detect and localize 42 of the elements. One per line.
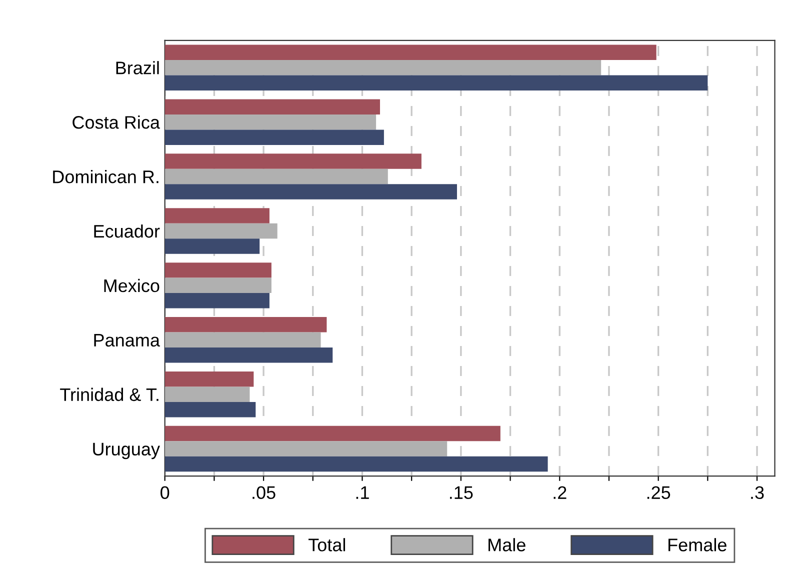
bar (164, 426, 500, 442)
y-tick-label: Ecuador (94, 224, 160, 238)
x-tick-label: .2 (554, 486, 566, 499)
y-tick-label: Brazil (116, 61, 159, 74)
bar (164, 402, 256, 418)
bar (164, 386, 250, 402)
bar (164, 441, 448, 456)
x-tick-label: .15 (450, 486, 473, 500)
bar (164, 44, 656, 60)
legend-label: Male (488, 538, 526, 552)
y-tick-label: Trinidad & T. (60, 388, 158, 402)
y-tick-label: Panama (94, 334, 160, 347)
bar (164, 184, 457, 200)
x-tick-label: .05 (252, 486, 276, 500)
bar (164, 278, 272, 294)
bar (164, 114, 376, 130)
bar (164, 317, 327, 332)
x-tick-label: .25 (647, 486, 670, 500)
bar (164, 75, 708, 90)
bar (164, 262, 272, 278)
legend-label: Total (308, 538, 346, 552)
bar (164, 238, 260, 254)
bar (164, 154, 422, 169)
y-tick-label: Mexico (104, 278, 160, 292)
bar (164, 348, 333, 363)
bar (164, 371, 254, 387)
bar (164, 208, 270, 224)
bar (164, 60, 602, 76)
x-tick-label: .1 (356, 486, 369, 499)
x-tick-label: 0 (160, 486, 170, 500)
y-tick-label: Costa Rica (72, 116, 160, 129)
y-tick-label: Uruguay (93, 442, 160, 460)
bar (164, 332, 321, 348)
bar (164, 168, 388, 184)
x-tick-label: .3 (751, 486, 764, 500)
bar (164, 456, 548, 472)
bar (164, 130, 384, 145)
bar (164, 99, 380, 114)
bar (164, 223, 278, 239)
legend-label: Female (668, 538, 726, 552)
y-tick-label: Dominican R. (53, 170, 158, 184)
bar (164, 293, 270, 308)
